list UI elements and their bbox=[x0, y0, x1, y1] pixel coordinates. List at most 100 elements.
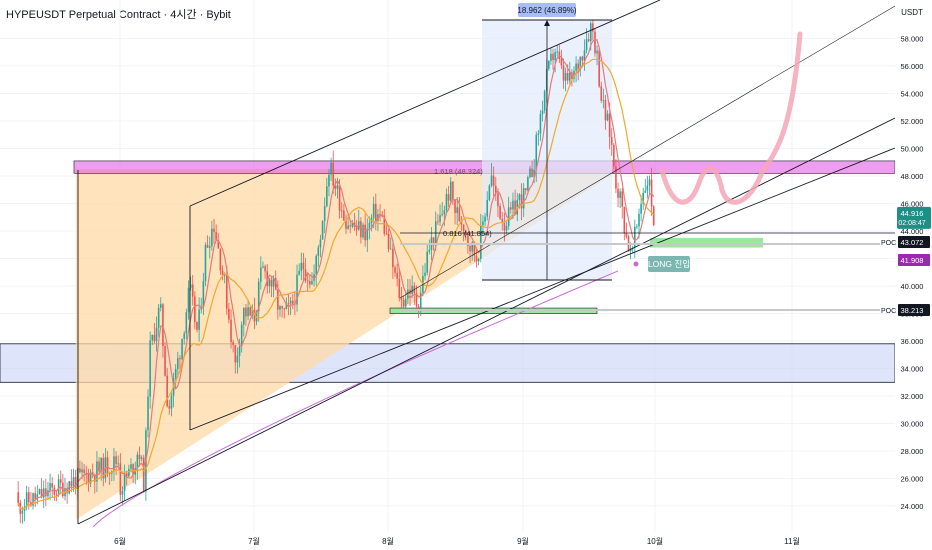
candle-body bbox=[596, 50, 598, 54]
candle-body bbox=[638, 213, 640, 227]
candle-body bbox=[132, 464, 134, 475]
candle-body bbox=[102, 457, 105, 479]
candle-body bbox=[100, 457, 102, 472]
trendline-mid-channel bbox=[189, 147, 896, 431]
candle-body bbox=[140, 457, 143, 460]
candle-body bbox=[198, 309, 200, 330]
candle-body bbox=[499, 205, 501, 219]
candle-body bbox=[57, 479, 60, 495]
candle-body bbox=[53, 487, 56, 495]
price-axis-tick: 54.000 bbox=[901, 90, 924, 99]
current-price-countdown: 02:08:47 bbox=[898, 220, 925, 227]
candle-body bbox=[89, 472, 92, 484]
moving-average-mid bbox=[17, 58, 655, 510]
fib-1618-label: 1.618 (48.324) bbox=[434, 167, 483, 176]
candle-body bbox=[602, 100, 605, 101]
candle-body bbox=[610, 137, 613, 145]
candle-body bbox=[510, 207, 512, 210]
candle-body bbox=[83, 469, 85, 473]
candle-body bbox=[606, 113, 609, 121]
candle-body bbox=[260, 267, 262, 282]
candle-body bbox=[202, 281, 205, 307]
long-entry-marker bbox=[633, 261, 639, 267]
candle-body bbox=[340, 210, 343, 212]
candle-body bbox=[321, 221, 324, 240]
candle-body bbox=[548, 60, 550, 69]
candle-body bbox=[343, 210, 345, 221]
candle-body bbox=[389, 248, 392, 250]
candle-body bbox=[123, 473, 126, 492]
candle-body bbox=[17, 492, 19, 503]
candle-body bbox=[462, 224, 465, 231]
candle-body bbox=[289, 300, 292, 304]
candle-body bbox=[585, 39, 588, 51]
candle-body bbox=[458, 207, 461, 222]
candle-body bbox=[394, 267, 396, 273]
candle-body bbox=[311, 280, 313, 285]
candle-body bbox=[569, 72, 571, 81]
candle-body bbox=[417, 306, 420, 311]
candle-body bbox=[503, 223, 506, 231]
candle-body bbox=[634, 226, 636, 248]
candle-body bbox=[159, 304, 162, 308]
candle-body bbox=[338, 185, 341, 211]
candle-body bbox=[454, 199, 456, 214]
candle-body bbox=[194, 296, 196, 322]
candle-body bbox=[636, 226, 638, 228]
price-axis-tick: 48.000 bbox=[901, 172, 924, 181]
candle-body bbox=[247, 307, 249, 317]
candle-body bbox=[96, 461, 98, 482]
candle-body bbox=[411, 285, 413, 294]
candle-body bbox=[512, 200, 514, 210]
candle-body bbox=[456, 207, 458, 214]
price-axis-tick: 36.000 bbox=[901, 337, 924, 346]
candle-body bbox=[151, 334, 154, 341]
candle-body bbox=[482, 221, 484, 226]
candle-body bbox=[125, 473, 128, 477]
candle-body bbox=[304, 269, 307, 281]
candle-body bbox=[383, 215, 386, 234]
candle-body bbox=[238, 346, 241, 356]
candle-body bbox=[467, 235, 469, 246]
candle-body bbox=[157, 307, 160, 328]
candle-body bbox=[306, 280, 309, 282]
candle-body bbox=[117, 463, 120, 465]
candle-body bbox=[407, 289, 409, 299]
candle-body bbox=[153, 334, 156, 342]
candle-body bbox=[196, 321, 198, 330]
candle-body bbox=[85, 472, 88, 474]
candle-body bbox=[409, 289, 411, 294]
candle-body bbox=[381, 215, 383, 217]
trendline-lower-channel bbox=[77, 117, 896, 525]
candle-body bbox=[535, 134, 538, 170]
candle-body bbox=[81, 469, 83, 473]
candle-body bbox=[652, 206, 655, 226]
candle-body bbox=[281, 306, 283, 309]
candle-body bbox=[646, 185, 649, 191]
candle-body bbox=[204, 244, 207, 282]
candle-body bbox=[439, 215, 441, 222]
candle-body bbox=[449, 181, 452, 201]
candle-body bbox=[490, 175, 493, 186]
time-axis-tick: 9월 bbox=[517, 536, 529, 546]
projected-path bbox=[659, 31, 803, 205]
candle-body bbox=[32, 493, 34, 506]
price-label-badge bbox=[898, 254, 930, 266]
candle-body bbox=[232, 342, 234, 345]
price-axis-bg bbox=[895, 0, 932, 550]
candle-body bbox=[415, 293, 418, 307]
candle-body bbox=[648, 179, 651, 186]
candle-body bbox=[45, 488, 47, 497]
candle-body bbox=[362, 224, 364, 238]
candle-body bbox=[617, 188, 619, 198]
current-price-value: 44.916 bbox=[901, 209, 924, 218]
candle-body bbox=[323, 206, 326, 222]
candle-body bbox=[277, 289, 279, 310]
candle-body bbox=[640, 203, 642, 214]
candle-body bbox=[264, 266, 266, 272]
price-axis-tick: 52.000 bbox=[901, 117, 924, 126]
price-label-value: 41.908 bbox=[901, 256, 924, 265]
candle-body bbox=[228, 308, 230, 320]
